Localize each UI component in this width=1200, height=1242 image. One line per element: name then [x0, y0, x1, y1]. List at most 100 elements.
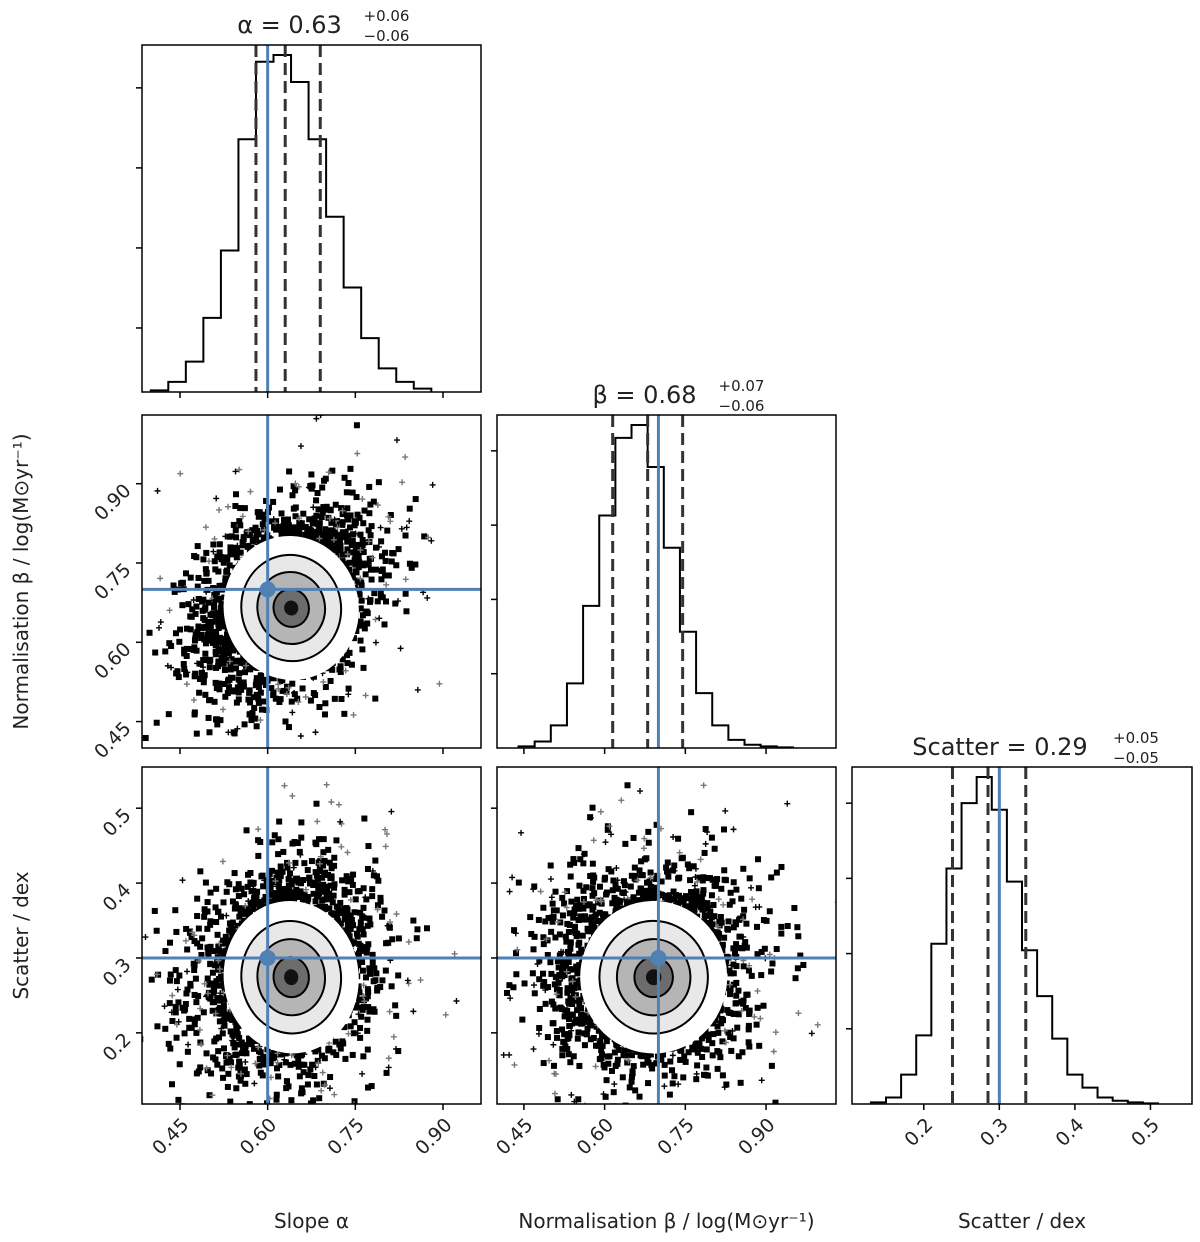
- sample-point: [220, 899, 227, 906]
- outlier-point: [247, 488, 254, 495]
- sample-point: [325, 1046, 332, 1053]
- sample-point: [331, 881, 338, 888]
- outlier-point: [347, 896, 354, 903]
- sample-point: [351, 518, 358, 525]
- sample-point: [201, 577, 208, 584]
- outlier-point: [316, 750, 322, 756]
- outlier-point: [403, 524, 410, 531]
- sample-point: [313, 512, 320, 519]
- density-contour: [284, 600, 299, 616]
- sample-point: [377, 589, 384, 596]
- sample-point: [337, 920, 344, 927]
- outlier-point: [242, 1058, 249, 1065]
- sample-point: [279, 676, 286, 683]
- sample-point: [365, 988, 372, 995]
- sample-point: [219, 1030, 226, 1037]
- sample-point: [312, 692, 319, 699]
- sample-point: [282, 1050, 289, 1057]
- sample-point: [148, 976, 155, 983]
- sample-point: [222, 575, 229, 582]
- sample-point: [180, 661, 187, 668]
- sample-point: [292, 487, 299, 494]
- sample-point: [235, 881, 242, 888]
- histogram-alpha: [149, 54, 433, 392]
- sample-point: [344, 652, 351, 659]
- sample-point: [351, 1019, 358, 1026]
- sample-point: [153, 927, 160, 934]
- outlier-point: [283, 690, 290, 697]
- outlier-point: [394, 1213, 400, 1219]
- sample-point: [183, 570, 190, 577]
- sample-point: [412, 561, 419, 568]
- sample-point: [219, 994, 226, 1001]
- outlier-point: [287, 756, 293, 762]
- sample-point: [319, 540, 326, 547]
- sample-point: [215, 943, 222, 950]
- outlier-point: [402, 454, 409, 461]
- outlier-point: [390, 1033, 397, 1040]
- sample-point: [269, 839, 276, 846]
- outlier-point: [237, 1070, 244, 1077]
- sample-point: [235, 893, 242, 900]
- histogram-scatter: [869, 776, 1159, 1104]
- sample-point: [361, 815, 368, 822]
- sample-point: [208, 636, 215, 643]
- sample-point: [344, 505, 351, 512]
- sample-point: [146, 629, 153, 636]
- sample-point: [359, 926, 366, 933]
- sample-point: [322, 700, 329, 707]
- outlier-point: [369, 867, 376, 874]
- sample-point: [395, 546, 402, 553]
- sample-point: [176, 972, 183, 979]
- sample-point: [320, 849, 327, 856]
- sample-point: [248, 544, 255, 551]
- sample-point: [357, 605, 364, 612]
- sample-point: [238, 885, 245, 892]
- sample-point: [347, 512, 354, 519]
- outlier-point: [209, 992, 216, 999]
- outlier-point: [314, 818, 321, 825]
- sample-point: [254, 527, 261, 534]
- sample-point: [353, 628, 360, 635]
- sample-point: [168, 1081, 175, 1088]
- outlier-point: [383, 830, 390, 837]
- sample-point: [361, 625, 368, 632]
- outlier-point: [168, 664, 175, 671]
- sample-point: [255, 684, 262, 691]
- sample-point: [183, 990, 190, 997]
- sample-point: [299, 685, 306, 692]
- sample-point: [295, 1058, 302, 1065]
- outlier-point: [291, 689, 298, 696]
- sample-point: [239, 1050, 246, 1057]
- sample-point: [230, 729, 237, 736]
- sample-point: [276, 818, 283, 825]
- outlier-point: [360, 993, 367, 1000]
- sample-point: [193, 1029, 200, 1036]
- sample-point: [240, 655, 247, 662]
- outlier-point: [285, 684, 292, 691]
- outlier-point: [213, 495, 220, 502]
- outlier-point: [200, 664, 207, 671]
- sample-point: [306, 516, 313, 523]
- outlier-point: [234, 1113, 240, 1119]
- outlier-point: [325, 469, 332, 476]
- sample-point: [366, 965, 373, 972]
- outlier-point: [297, 443, 304, 450]
- outlier-point: [374, 502, 381, 509]
- sample-point: [209, 999, 216, 1006]
- sample-point: [209, 969, 216, 976]
- sample-point: [331, 695, 338, 702]
- outlier-point: [354, 1030, 361, 1037]
- sample-point: [260, 883, 267, 890]
- sample-point: [207, 889, 214, 896]
- outlier-point: [398, 525, 405, 532]
- sample-point: [211, 603, 218, 610]
- outlier-point: [335, 801, 342, 808]
- outlier-point: [497, 432, 503, 438]
- outlier-point: [331, 516, 338, 523]
- outlier-point: [174, 986, 181, 993]
- outlier-point: [387, 518, 394, 525]
- sample-point: [226, 684, 233, 691]
- sample-point: [360, 1053, 367, 1060]
- sample-point: [320, 862, 327, 869]
